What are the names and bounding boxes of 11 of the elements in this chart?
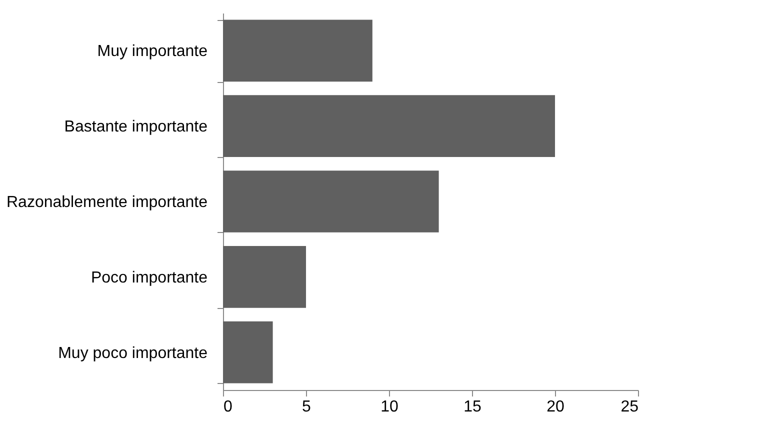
y-tick-label: Muy poco importante xyxy=(58,344,208,362)
x-tick-label: 25 xyxy=(620,398,639,416)
y-tick-label: Poco importante xyxy=(90,269,208,286)
x-tick-label: 20 xyxy=(546,398,564,416)
x-tick-label: 0 xyxy=(224,398,232,416)
y-tick-label: Bastante importante xyxy=(64,118,208,136)
x-tick-label: 5 xyxy=(302,398,312,416)
y-tick-label: Razonablemente importante xyxy=(6,194,208,211)
x-tick-label: 10 xyxy=(380,398,398,416)
y-tick-label: Muy importante xyxy=(97,43,208,60)
x-tick-label: 15 xyxy=(464,398,482,416)
